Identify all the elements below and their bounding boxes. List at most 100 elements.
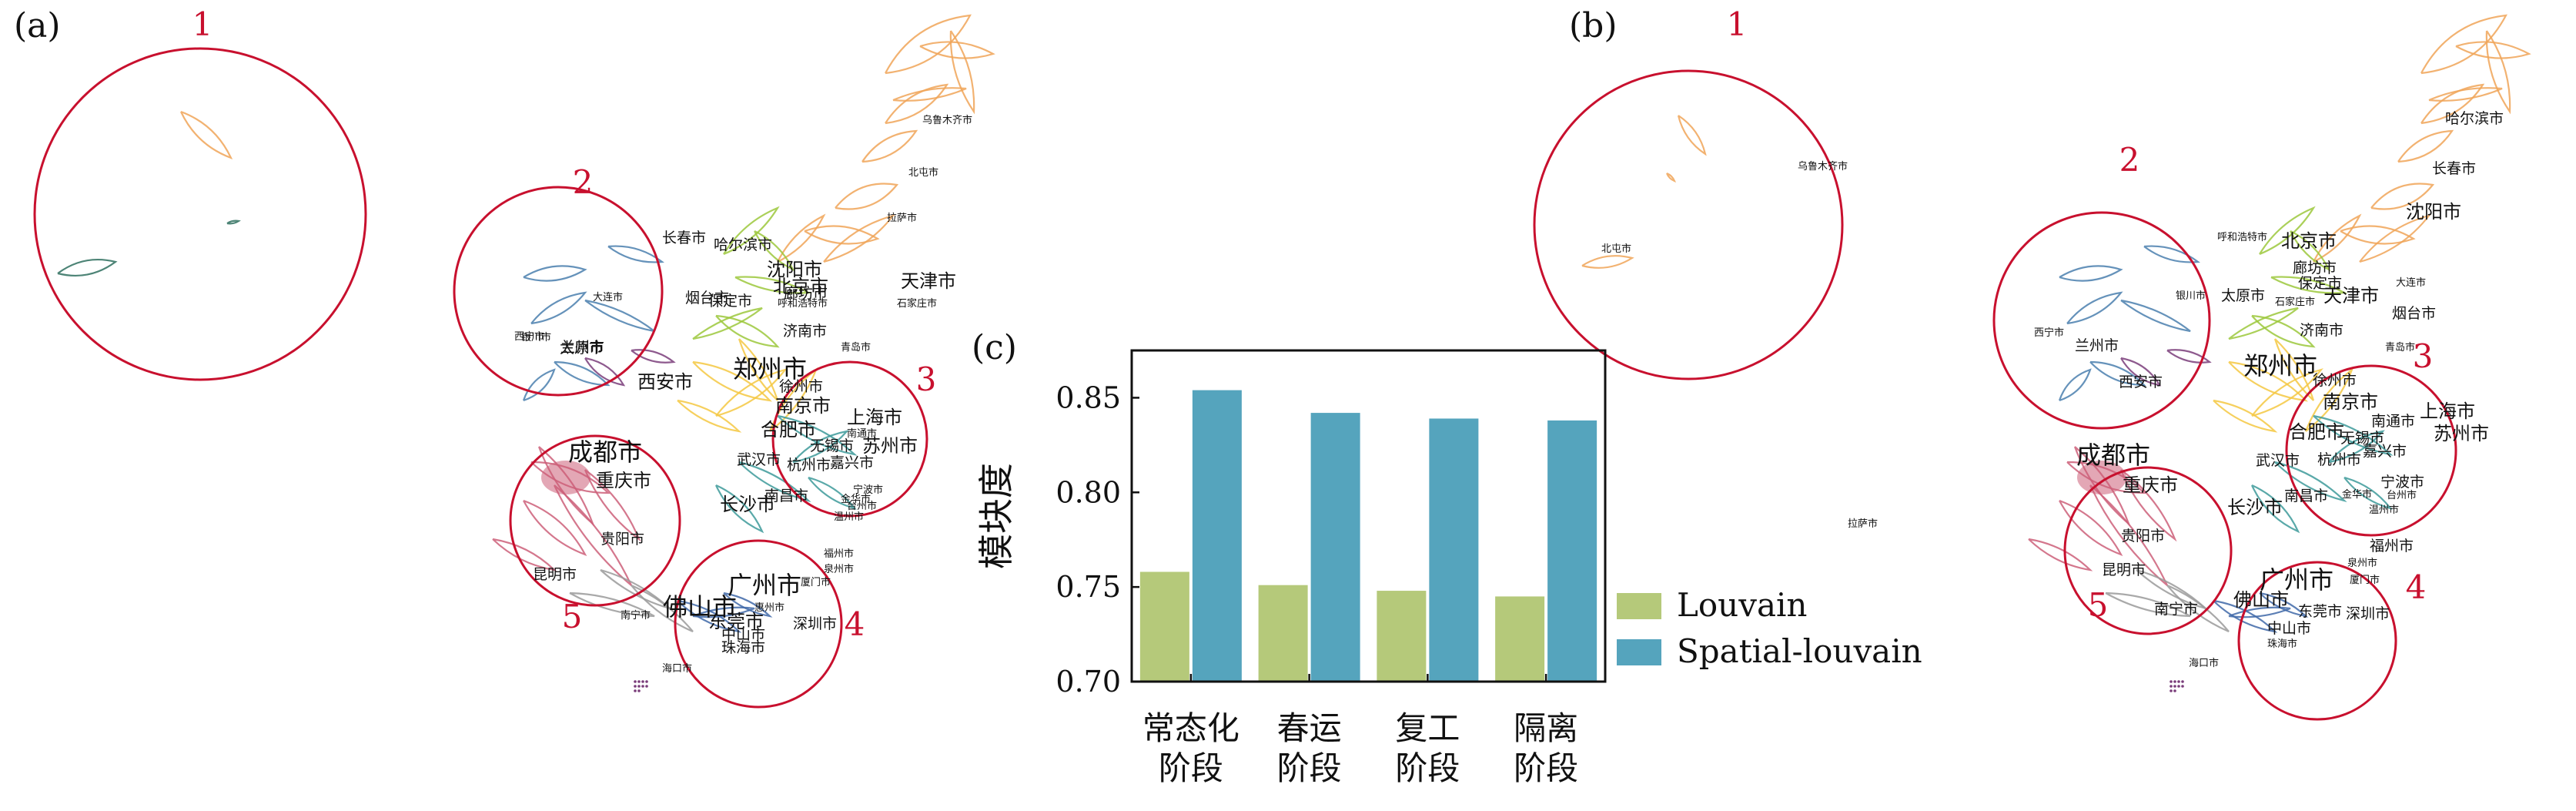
city-label: 银川市: [521, 331, 551, 344]
city-label: 厦门市: [801, 576, 831, 588]
cluster-circle-5: [2063, 466, 2233, 635]
bar-spatial-louvain: [1192, 390, 1242, 681]
y-tick-label: 0.85: [1055, 380, 1121, 414]
cluster-number-2: 2: [2119, 141, 2140, 179]
city-label: 南京市: [2323, 391, 2378, 413]
cluster-number-3: 3: [2413, 337, 2434, 375]
city-label: 合肥市: [761, 419, 816, 441]
y-tick-label: 0.80: [1055, 475, 1121, 509]
city-label: 西安市: [637, 371, 693, 393]
city-label: 济南市: [783, 323, 827, 340]
city-label: 广州市: [2260, 565, 2333, 595]
city-label: 无锡市: [810, 437, 854, 454]
x-category-label: 复工: [1395, 709, 1460, 747]
city-label: 东莞市: [708, 611, 764, 632]
city-label: 南通市: [847, 427, 877, 440]
legend-label: Spatial-louvain: [1677, 632, 1922, 670]
cluster-number-5: 5: [2088, 586, 2109, 624]
city-label: 温州市: [2369, 504, 2399, 516]
chart-area: [1130, 349, 1607, 683]
city-label: 拉萨市: [1848, 518, 1878, 530]
city-label: 杭州市: [2317, 451, 2361, 468]
city-label: 拉萨市: [887, 212, 917, 224]
city-label: 贵阳市: [2121, 528, 2165, 545]
city-label: 廊坊市: [2293, 260, 2337, 276]
legend-swatch: [1617, 593, 1661, 619]
panel-label-b: (b): [1569, 6, 1618, 45]
city-label: 中山市: [721, 626, 765, 643]
city-label: 天津市: [2323, 285, 2379, 307]
y-tick-label: 0.75: [1055, 570, 1121, 604]
city-label: 南京市: [775, 395, 831, 417]
city-label: 佛山市: [663, 592, 737, 622]
legend-label: Louvain: [1677, 586, 1807, 624]
city-label: 惠州市: [754, 602, 785, 614]
city-label: 哈尔滨市: [714, 236, 772, 253]
city-label: 长春市: [662, 230, 706, 246]
bar-louvain: [1139, 571, 1189, 681]
city-label: 烟台市: [685, 290, 729, 307]
city-label: 南昌市: [2284, 488, 2328, 504]
city-label: 郑州市: [2243, 351, 2317, 380]
city-label: 郑州市: [733, 354, 807, 384]
city-label: 东莞市: [2298, 603, 2342, 620]
city-label: 保定市: [2298, 275, 2342, 292]
cluster-number-5: 5: [562, 598, 583, 635]
city-label: 贵阳市: [601, 531, 644, 548]
city-label: 沈阳市: [2406, 201, 2461, 223]
city-label: 济南市: [2300, 322, 2343, 339]
city-label: 烟台市: [2392, 305, 2436, 322]
panel-label-a: (a): [14, 6, 61, 45]
city-label: 南昌市: [764, 488, 808, 504]
city-label: 金华市: [2342, 488, 2372, 501]
legend-swatch: [1617, 639, 1661, 665]
city-label: 西安市: [2119, 374, 2163, 390]
city-label: 台州市: [847, 500, 877, 512]
bar-louvain: [1258, 585, 1308, 681]
city-label: 泉州市: [2347, 557, 2377, 569]
city-label: 石家庄市: [2275, 296, 2315, 308]
chart-bars: [1139, 390, 1597, 681]
city-label: 北京市: [773, 276, 828, 297]
city-label: 大连市: [593, 291, 623, 303]
city-label: 长沙市: [720, 494, 775, 515]
city-label: 青岛市: [2385, 341, 2415, 354]
city-label: 太原市: [560, 340, 604, 357]
city-label: 大连市: [2396, 276, 2426, 289]
city-label: 成都市: [2076, 441, 2150, 470]
x-category-label: 春运: [1277, 709, 1342, 747]
city-label: 苏州市: [2434, 423, 2489, 444]
cluster-circle-4: [2237, 561, 2397, 721]
city-label: 武汉市: [737, 451, 781, 468]
city-label: 长沙市: [2227, 497, 2283, 518]
city-label: 海口市: [662, 662, 692, 675]
plot-frame: [1130, 349, 1607, 683]
city-label: 沈阳市: [767, 259, 822, 280]
city-label: 嘉兴市: [2363, 443, 2407, 460]
city-label: 苏州市: [862, 435, 918, 457]
city-label: 乌鲁木齐市: [1798, 160, 1848, 173]
city-label: 福州市: [824, 548, 854, 560]
x-category-label: 隔离: [1514, 709, 1578, 747]
city-label: 南宁市: [621, 609, 651, 622]
city-label: 北屯市: [1601, 243, 1631, 255]
bar-spatial-louvain: [1547, 420, 1597, 681]
x-category-label: 阶段: [1159, 749, 1223, 787]
city-label: 石家庄市: [897, 297, 937, 310]
city-label: 兰州市: [2075, 337, 2119, 354]
y-tick-label: 0.70: [1055, 665, 1121, 699]
map-panel-a: (a) 1 2 3 4 5 乌鲁木齐市北屯市拉萨市哈尔滨市长春市沈阳市北京市呼和浩特市廊坊市…: [14, 5, 995, 709]
bar-louvain: [1377, 591, 1427, 681]
x-category-label: 常态化: [1142, 709, 1239, 747]
cluster-circle-3: [2285, 364, 2457, 537]
city-label: 乌鲁木齐市: [922, 114, 972, 126]
panel-label-c: (c): [972, 328, 1017, 367]
city-label: 呼和浩特市: [778, 297, 828, 310]
legend: Louvain Spatial-louvain: [1617, 586, 1922, 670]
city-label: 佛山市: [2233, 589, 2289, 611]
city-label: 昆明市: [2102, 561, 2146, 578]
